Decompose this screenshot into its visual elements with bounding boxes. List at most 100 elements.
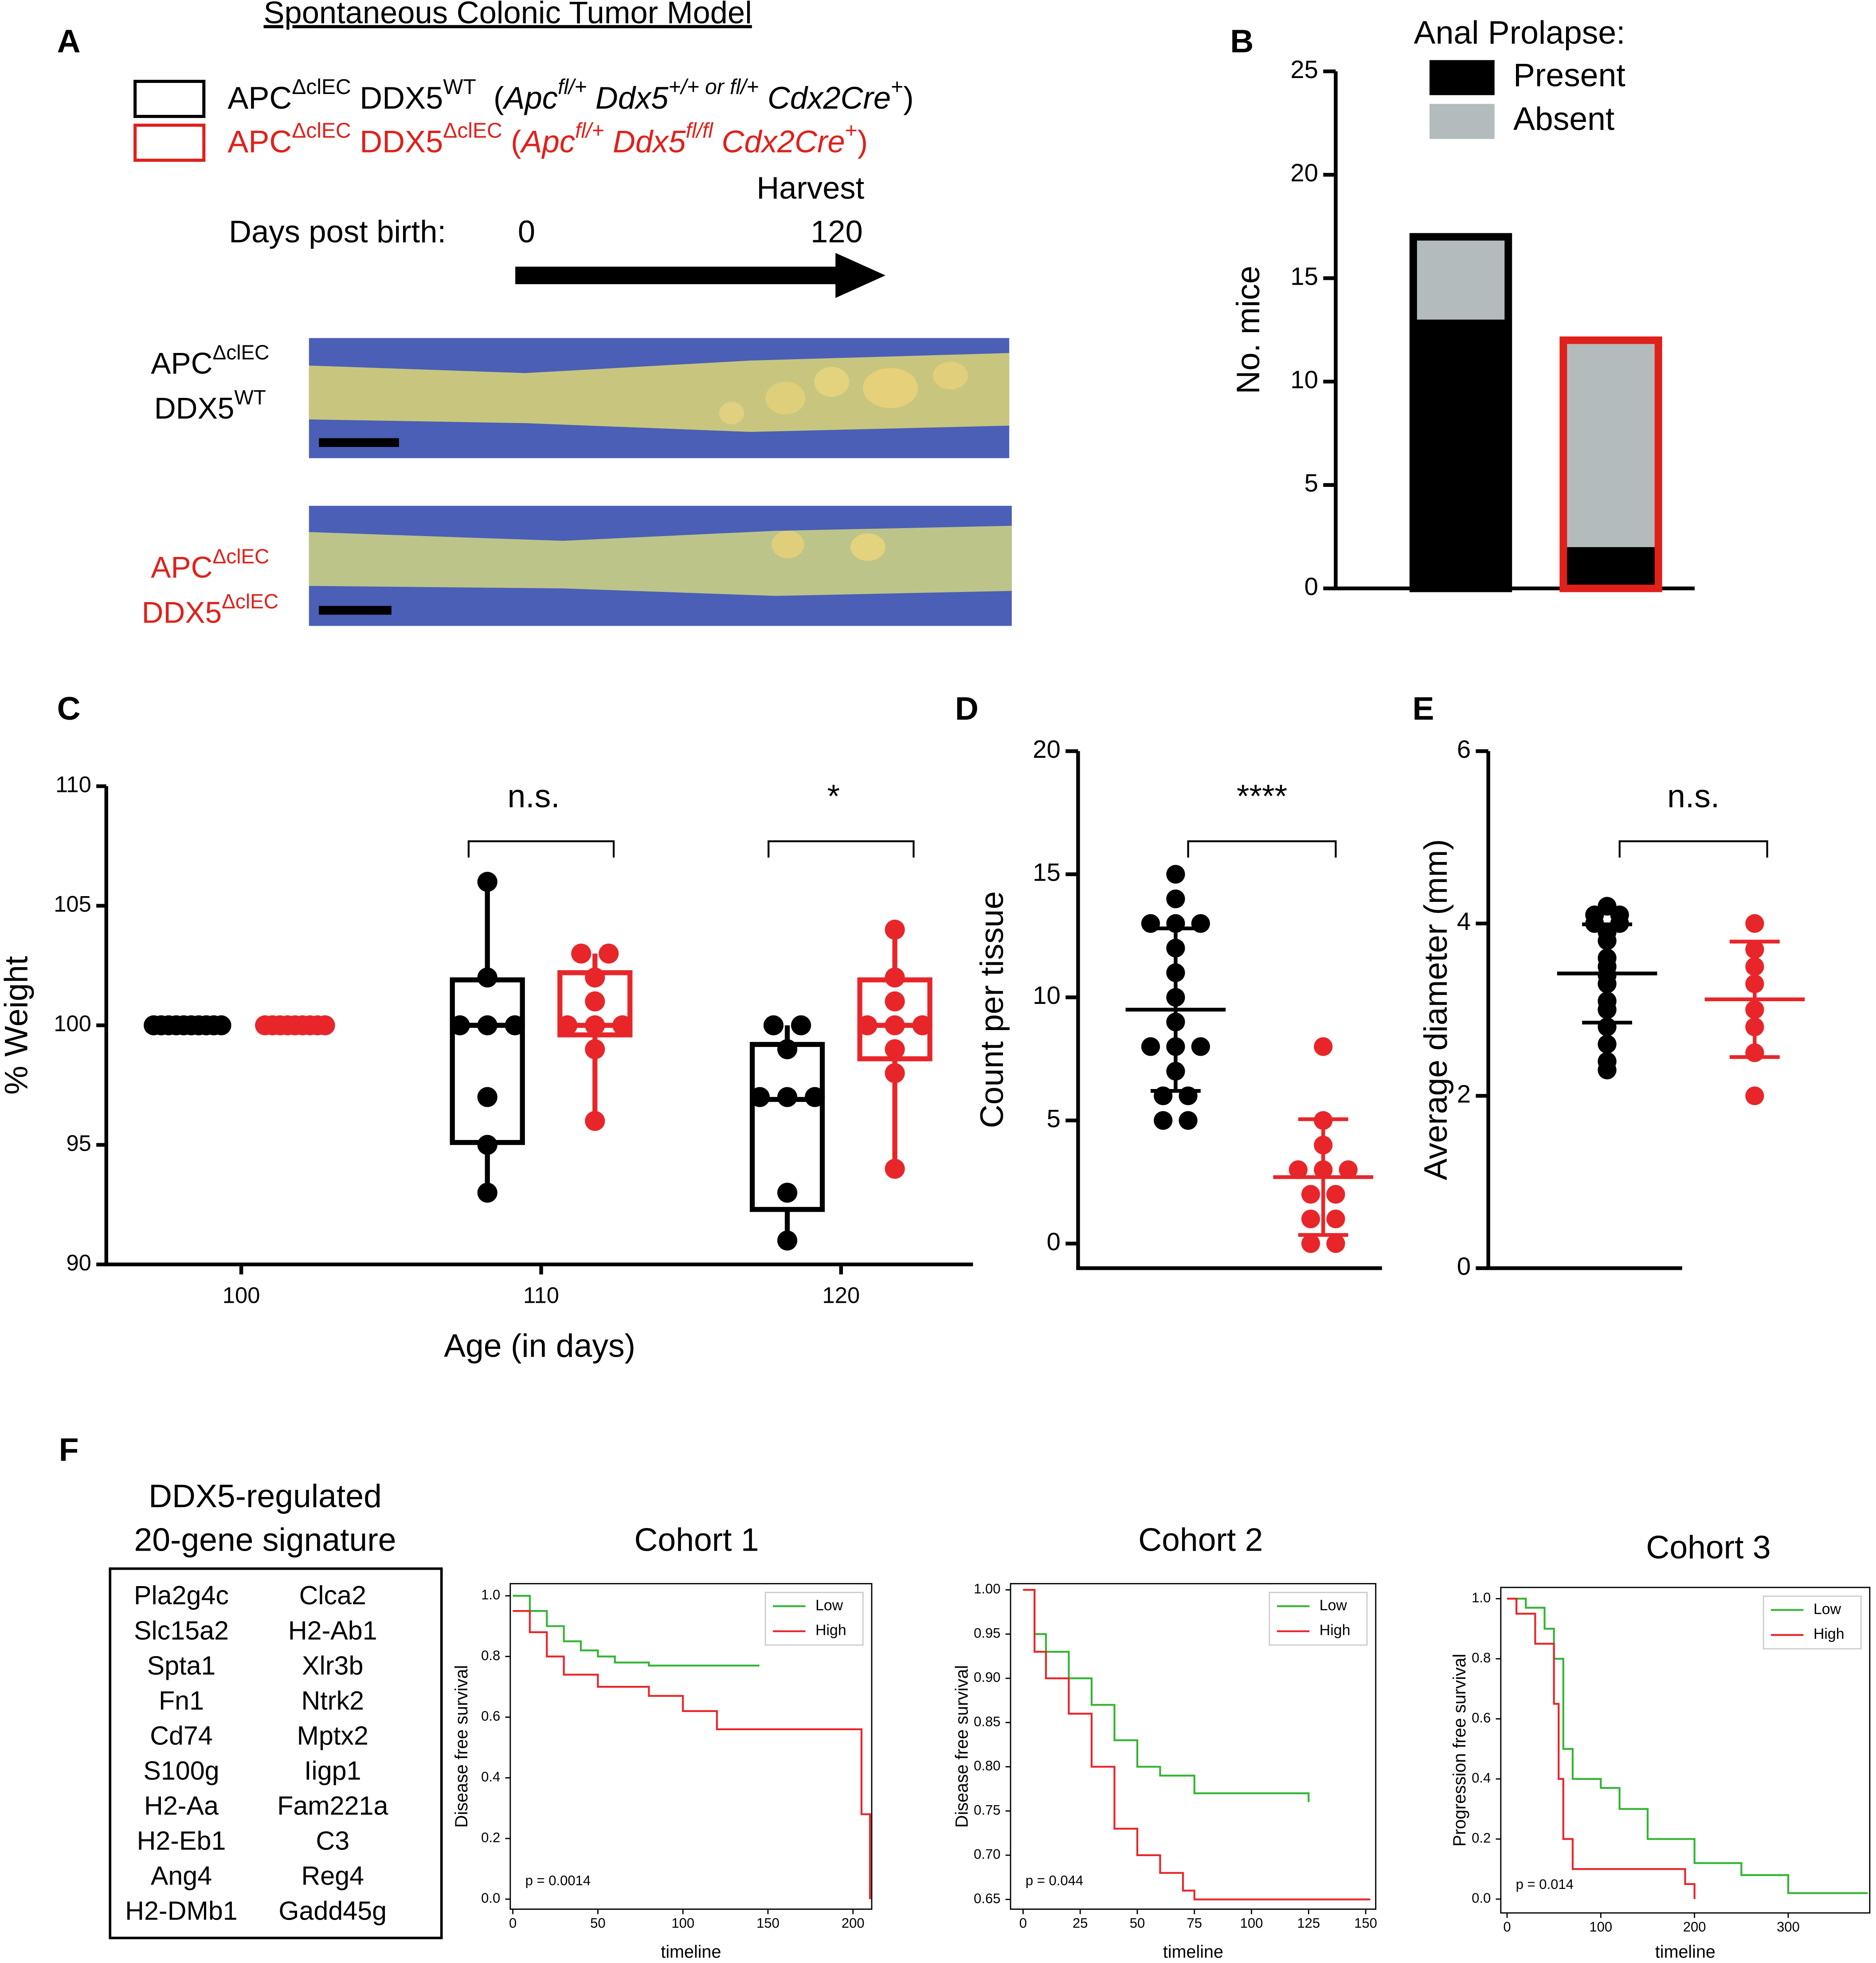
panel-label: B [1230, 23, 1253, 59]
legend-box [764, 1591, 864, 1646]
y-tick-label: 10 [1033, 981, 1061, 1009]
gene-name: Ang4 [151, 1861, 212, 1891]
y-tick-label: 0.65 [974, 1891, 1000, 1906]
x-tick-label: 300 [1777, 1919, 1800, 1935]
data-point [1301, 1209, 1320, 1229]
data-point [1339, 1160, 1358, 1179]
data-point [477, 1135, 497, 1155]
y-tick-label: 1.0 [481, 1587, 500, 1603]
legend-label: High [815, 1622, 846, 1639]
data-point [571, 943, 591, 964]
bar-segment [1413, 319, 1508, 588]
y-tick-label: 1.0 [1472, 1590, 1491, 1606]
x-axis-label: Age (in days) [444, 1328, 635, 1364]
y-tick-label: 0 [1457, 1252, 1471, 1280]
x-tick-label: 125 [1297, 1916, 1320, 1931]
p-value: p = 0.014 [1516, 1877, 1574, 1892]
text-part: ( [476, 80, 504, 115]
chart-title: Cohort 2 [1138, 1522, 1263, 1558]
data-point [1166, 865, 1185, 884]
data-point [505, 1015, 525, 1035]
panel-label: C [57, 690, 81, 727]
data-point [1289, 1160, 1308, 1179]
timeline-arrowhead [835, 253, 886, 298]
y-tick-label: 0.75 [974, 1802, 1000, 1818]
data-point [477, 967, 497, 988]
x-tick-label: 0 [1019, 1916, 1027, 1931]
tumor [719, 402, 744, 425]
significance-label: n.s. [507, 778, 560, 815]
data-point [1154, 1111, 1173, 1130]
text-part: Ddx5 [587, 80, 669, 115]
text-part: Apc [520, 124, 576, 159]
legend-label: APCΔclEC DDX5WT (Apcfl/+ Ddx5+/+ or fl/+… [227, 75, 913, 115]
timeline-event: Harvest [756, 170, 864, 205]
y-tick-label: 0.4 [1472, 1770, 1491, 1786]
panel-label: A [57, 23, 81, 59]
y-tick-label: 15 [1033, 858, 1061, 886]
text-part: ΔclEC [222, 590, 278, 613]
gene-name: C3 [316, 1826, 349, 1856]
data-point [1598, 1060, 1617, 1080]
text-part: ΔclEC [292, 75, 351, 99]
data-point [885, 967, 905, 988]
text-part: Ddx5 [604, 124, 686, 159]
data-point [211, 1015, 231, 1035]
gene-name: Cd74 [150, 1720, 213, 1750]
x-tick-label: 200 [842, 1916, 865, 1931]
y-tick-label: 4 [1457, 908, 1471, 936]
gene-name: Clca2 [299, 1580, 366, 1610]
y-tick-label: 10 [1290, 365, 1318, 393]
image-label: APCΔclEC [151, 341, 269, 380]
x-axis-label: timeline [1163, 1942, 1223, 1962]
y-tick-label: 5 [1047, 1105, 1061, 1132]
gene-name: Mptx2 [297, 1720, 368, 1750]
p-value: p = 0.0014 [525, 1873, 591, 1889]
chart-title: Cohort 3 [1646, 1529, 1770, 1566]
gene-name: Pla2g4c [134, 1580, 229, 1610]
timeline-label: Days post birth: [229, 214, 446, 249]
tumor [765, 382, 806, 415]
y-tick-label: 0.2 [1472, 1830, 1491, 1846]
survival-curve [513, 1595, 760, 1667]
gene-name: H2-Ab1 [288, 1615, 377, 1645]
legend-swatch [133, 79, 206, 118]
scale-bar [319, 606, 392, 615]
gene-name: Xlr3b [302, 1650, 363, 1680]
data-point [1301, 1234, 1320, 1253]
gene-name: Spta1 [147, 1650, 216, 1680]
panel-label: E [1412, 690, 1434, 727]
x-tick-label: 150 [756, 1916, 779, 1931]
text-part: Cdx2Cre [713, 124, 845, 159]
data-point [585, 967, 605, 988]
x-axis-label: timeline [661, 1942, 721, 1962]
text-part: APC [151, 347, 212, 380]
y-tick-label: 0.8 [481, 1648, 500, 1663]
y-tick-label: 90 [66, 1250, 91, 1275]
x-tick-label: 50 [590, 1916, 606, 1931]
box [450, 977, 525, 1145]
x-tick-label: 50 [1130, 1916, 1145, 1931]
data-point [1326, 1185, 1345, 1204]
data-point [1745, 914, 1764, 933]
gene-name: Iigp1 [304, 1755, 361, 1785]
legend-label: Low [815, 1597, 843, 1614]
signature-title: 20-gene signature [134, 1522, 396, 1558]
tumor [814, 367, 850, 397]
text-part: APC [227, 124, 292, 159]
y-tick-label: 105 [54, 891, 91, 917]
data-point [777, 1230, 798, 1251]
legend-title: Anal Prolapse: [1414, 14, 1625, 51]
text-part: WT [443, 75, 476, 99]
y-tick-label: 0.6 [481, 1708, 500, 1724]
gene-name: H2-DMb1 [125, 1896, 237, 1926]
text-part: ) [903, 80, 913, 115]
text-part: ) [858, 124, 868, 159]
data-point [1179, 1111, 1198, 1130]
image-label: DDX5WT [154, 386, 266, 425]
data-point [1166, 889, 1185, 909]
p-value: p = 0.044 [1026, 1873, 1083, 1889]
data-point [1326, 1234, 1345, 1253]
data-point [1301, 1185, 1320, 1204]
